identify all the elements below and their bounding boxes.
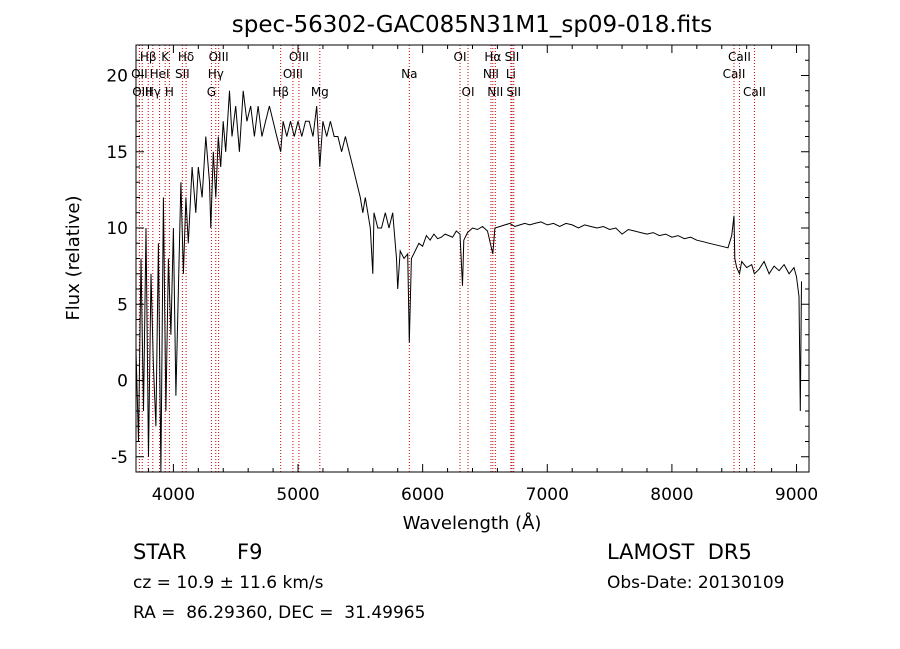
line-label: SII xyxy=(505,50,520,64)
y-tick-label: 10 xyxy=(106,219,128,239)
line-label: NII xyxy=(483,67,499,81)
y-tick-label: 0 xyxy=(117,372,128,392)
x-tick-label: 5000 xyxy=(276,485,319,505)
line-label: Hα xyxy=(484,50,501,64)
spectrum-series xyxy=(135,90,802,473)
y-tick-label: 15 xyxy=(106,143,128,163)
line-label: K xyxy=(161,50,170,64)
line-label: Li xyxy=(506,67,516,81)
line-label: SII xyxy=(506,85,521,99)
plot-frame xyxy=(135,44,810,473)
redshift-cz: cz = 10.9 ± 11.6 km/s xyxy=(133,573,324,593)
line-label: Na xyxy=(401,67,417,81)
y-axis: -5 0 5 10 15 20 xyxy=(106,44,809,473)
y-tick-label: 20 xyxy=(106,67,128,87)
coordinates: RA = 86.29360, DEC = 31.49965 xyxy=(133,603,426,623)
line-label: CaII xyxy=(743,85,766,99)
y-tick-label: 5 xyxy=(117,295,128,315)
line-label: CaII xyxy=(723,67,746,81)
line-label: Hγ xyxy=(145,85,161,99)
x-tick-label: 4000 xyxy=(152,485,195,505)
survey-name: LAMOST DR5 xyxy=(607,540,752,564)
x-axis: 4000 5000 6000 7000 8000 9000 xyxy=(147,45,818,505)
line-label: Hβ xyxy=(140,50,157,64)
line-label: OIII xyxy=(289,50,309,64)
x-tick-label: 9000 xyxy=(775,485,818,505)
line-label: HeI xyxy=(150,67,170,81)
line-label: OIII xyxy=(283,67,303,81)
spectral-line-markers xyxy=(138,45,755,472)
x-tick-label: 8000 xyxy=(650,485,693,505)
x-tick-label: 6000 xyxy=(401,485,444,505)
line-label: OIII xyxy=(209,50,229,64)
line-label: Mg xyxy=(311,85,329,99)
line-label: CaII xyxy=(728,50,751,64)
object-subclass: F9 xyxy=(237,540,263,564)
chart-title: spec-56302-GAC085N31M1_sp09-018.fits xyxy=(232,12,712,38)
line-label: OI xyxy=(454,50,467,64)
x-axis-label: Wavelength (Å) xyxy=(403,512,542,534)
line-label: Hγ xyxy=(208,67,224,81)
line-label: OIII xyxy=(132,85,152,99)
line-label: Hβ xyxy=(272,85,289,99)
line-label: SII xyxy=(175,67,190,81)
line-label: G xyxy=(207,85,216,99)
line-label: Hδ xyxy=(178,50,194,64)
object-class: STAR xyxy=(133,540,187,564)
line-label: OI xyxy=(462,85,475,99)
line-label: OII xyxy=(131,67,148,81)
line-label: NII xyxy=(487,85,503,99)
line-label: H xyxy=(165,85,174,99)
x-tick-label: 7000 xyxy=(526,485,569,505)
observation-date: Obs-Date: 20130109 xyxy=(607,573,785,593)
y-axis-label: Flux (relative) xyxy=(63,195,84,320)
y-tick-label: -5 xyxy=(111,448,128,468)
